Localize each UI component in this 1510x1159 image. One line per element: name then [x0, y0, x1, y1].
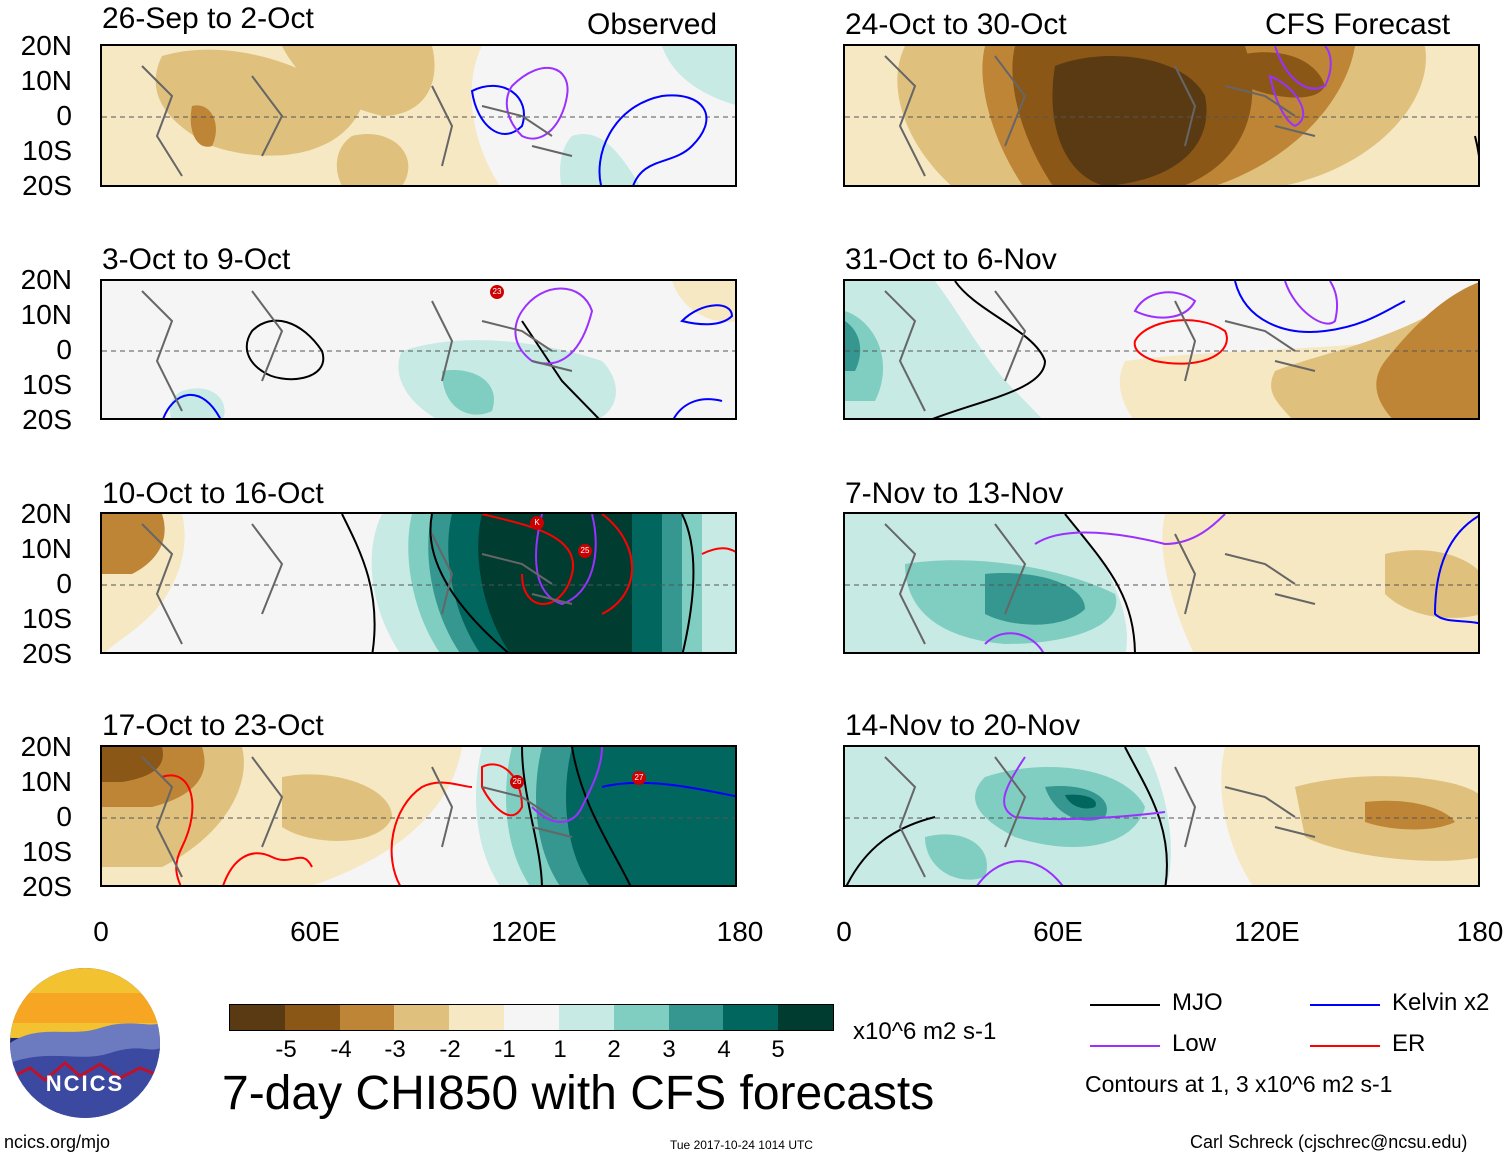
lon-180: 180 [1456, 916, 1504, 947]
colorbar-tick: 4 [717, 1036, 731, 1063]
ncics-logo: NCICS [10, 968, 160, 1118]
contour-note: Contours at 1, 3 x10^6 m2 s-1 [1085, 1071, 1393, 1097]
colorbar-swatch [339, 1005, 395, 1030]
lat-20s: 20S [22, 404, 72, 435]
storm-marker: 23 [490, 285, 504, 299]
colorbar-swatch [778, 1005, 833, 1030]
storm-marker: 25 [578, 544, 592, 558]
units-label: x10^6 m2 s-1 [853, 1018, 997, 1045]
colorbar-swatch [449, 1005, 505, 1030]
colorbar-tick: -1 [494, 1036, 516, 1063]
lon-180: 180 [716, 916, 764, 947]
legend-kelvin: Kelvin x2 [1392, 989, 1490, 1016]
colorbar-tick: 5 [771, 1036, 785, 1063]
map-svg [845, 514, 1478, 652]
colorbar-tick: -4 [330, 1036, 352, 1063]
lat-20n: 20N [20, 30, 72, 61]
legend-low: Low [1172, 1030, 1217, 1057]
lon-0: 0 [836, 916, 852, 947]
storm-marker: 26 [510, 775, 524, 789]
lat-0: 0 [56, 801, 72, 832]
colorbar [229, 1004, 834, 1031]
colorbar-swatch [394, 1005, 450, 1030]
colorbar-tick: -3 [384, 1036, 406, 1063]
panel-title-left-4: 17-Oct to 23-Oct [102, 709, 324, 742]
lat-20s: 20S [22, 638, 72, 669]
lat-20s: 20S [22, 871, 72, 902]
lon-120e: 120E [491, 916, 557, 947]
lat-10s: 10S [22, 369, 72, 400]
legend-line-kelvin [1310, 1004, 1380, 1006]
colorbar-swatch [504, 1005, 559, 1030]
map-panel-observed-2: 23 [100, 279, 737, 420]
panel-title-left-3: 10-Oct to 16-Oct [102, 477, 324, 510]
colorbar-tick: 1 [553, 1036, 567, 1063]
lon-0: 0 [93, 916, 109, 947]
map-panel-observed-1 [100, 44, 737, 187]
observed-label: Observed [587, 8, 718, 41]
colorbar-tick: -5 [275, 1036, 297, 1063]
logo-text: NCICS [45, 1071, 125, 1096]
colorbar-swatch [723, 1005, 779, 1030]
lat-0: 0 [56, 334, 72, 365]
legend-line-low [1090, 1045, 1160, 1047]
map-svg [845, 281, 1478, 418]
panel-title-right-2: 31-Oct to 6-Nov [845, 243, 1057, 276]
lat-10s: 10S [22, 135, 72, 166]
legend-mjo: MJO [1172, 989, 1223, 1016]
lat-10s: 10S [22, 603, 72, 634]
map-panel-forecast-3 [843, 512, 1480, 654]
map-panel-forecast-1 [843, 44, 1480, 187]
lat-10n: 10N [20, 533, 72, 564]
map-svg [102, 514, 735, 652]
footer-url: ncics.org/mjo [4, 1132, 111, 1152]
lat-0: 0 [56, 100, 72, 131]
main-title: 7-day CHI850 with CFS forecasts [222, 1067, 935, 1120]
footer-author: Carl Schreck (cjschrec@ncsu.edu) [1190, 1132, 1468, 1152]
lon-60e: 60E [290, 916, 340, 947]
legend-line-er [1310, 1045, 1380, 1047]
lat-0: 0 [56, 568, 72, 599]
panel-title-right-4: 14-Nov to 20-Nov [845, 709, 1081, 742]
map-panel-observed-4: 26 27 [100, 745, 737, 887]
panel-title-left-2: 3-Oct to 9-Oct [102, 243, 291, 276]
colorbar-swatch [668, 1005, 724, 1030]
map-panel-forecast-2 [843, 279, 1480, 420]
map-svg [845, 46, 1478, 185]
lat-10n: 10N [20, 766, 72, 797]
map-svg [845, 747, 1478, 885]
legend-er: ER [1392, 1030, 1426, 1057]
panel-title-right-3: 7-Nov to 13-Nov [845, 477, 1064, 510]
storm-marker: 27 [632, 771, 646, 785]
lat-10n: 10N [20, 299, 72, 330]
storm-marker: K [530, 516, 544, 530]
colorbar-swatch [558, 1005, 614, 1030]
map-panel-observed-3: K 25 [100, 512, 737, 654]
map-svg [102, 281, 735, 418]
lat-20n: 20N [20, 731, 72, 762]
lat-10s: 10S [22, 836, 72, 867]
map-svg [102, 747, 735, 885]
footer-timestamp: Tue 2017-10-24 1014 UTC [670, 1138, 813, 1152]
lat-20s: 20S [22, 170, 72, 201]
colorbar-swatch [230, 1005, 285, 1030]
legend-line-mjo [1090, 1004, 1160, 1006]
colorbar-tick: 2 [607, 1036, 621, 1063]
map-svg [102, 46, 735, 185]
lat-20n: 20N [20, 264, 72, 295]
map-panel-forecast-4 [843, 745, 1480, 887]
colorbar-tick: -2 [439, 1036, 461, 1063]
colorbar-swatch [613, 1005, 669, 1030]
lon-120e: 120E [1234, 916, 1300, 947]
panel-title-left-1: 26-Sep to 2-Oct [102, 2, 314, 35]
cfs-forecast-label: CFS Forecast [1265, 8, 1451, 41]
lat-20n: 20N [20, 498, 72, 529]
colorbar-tick: 3 [662, 1036, 676, 1063]
panel-title-right-1: 24-Oct to 30-Oct [845, 8, 1067, 41]
lat-10n: 10N [20, 65, 72, 96]
lon-60e: 60E [1033, 916, 1083, 947]
colorbar-swatch [284, 1005, 340, 1030]
